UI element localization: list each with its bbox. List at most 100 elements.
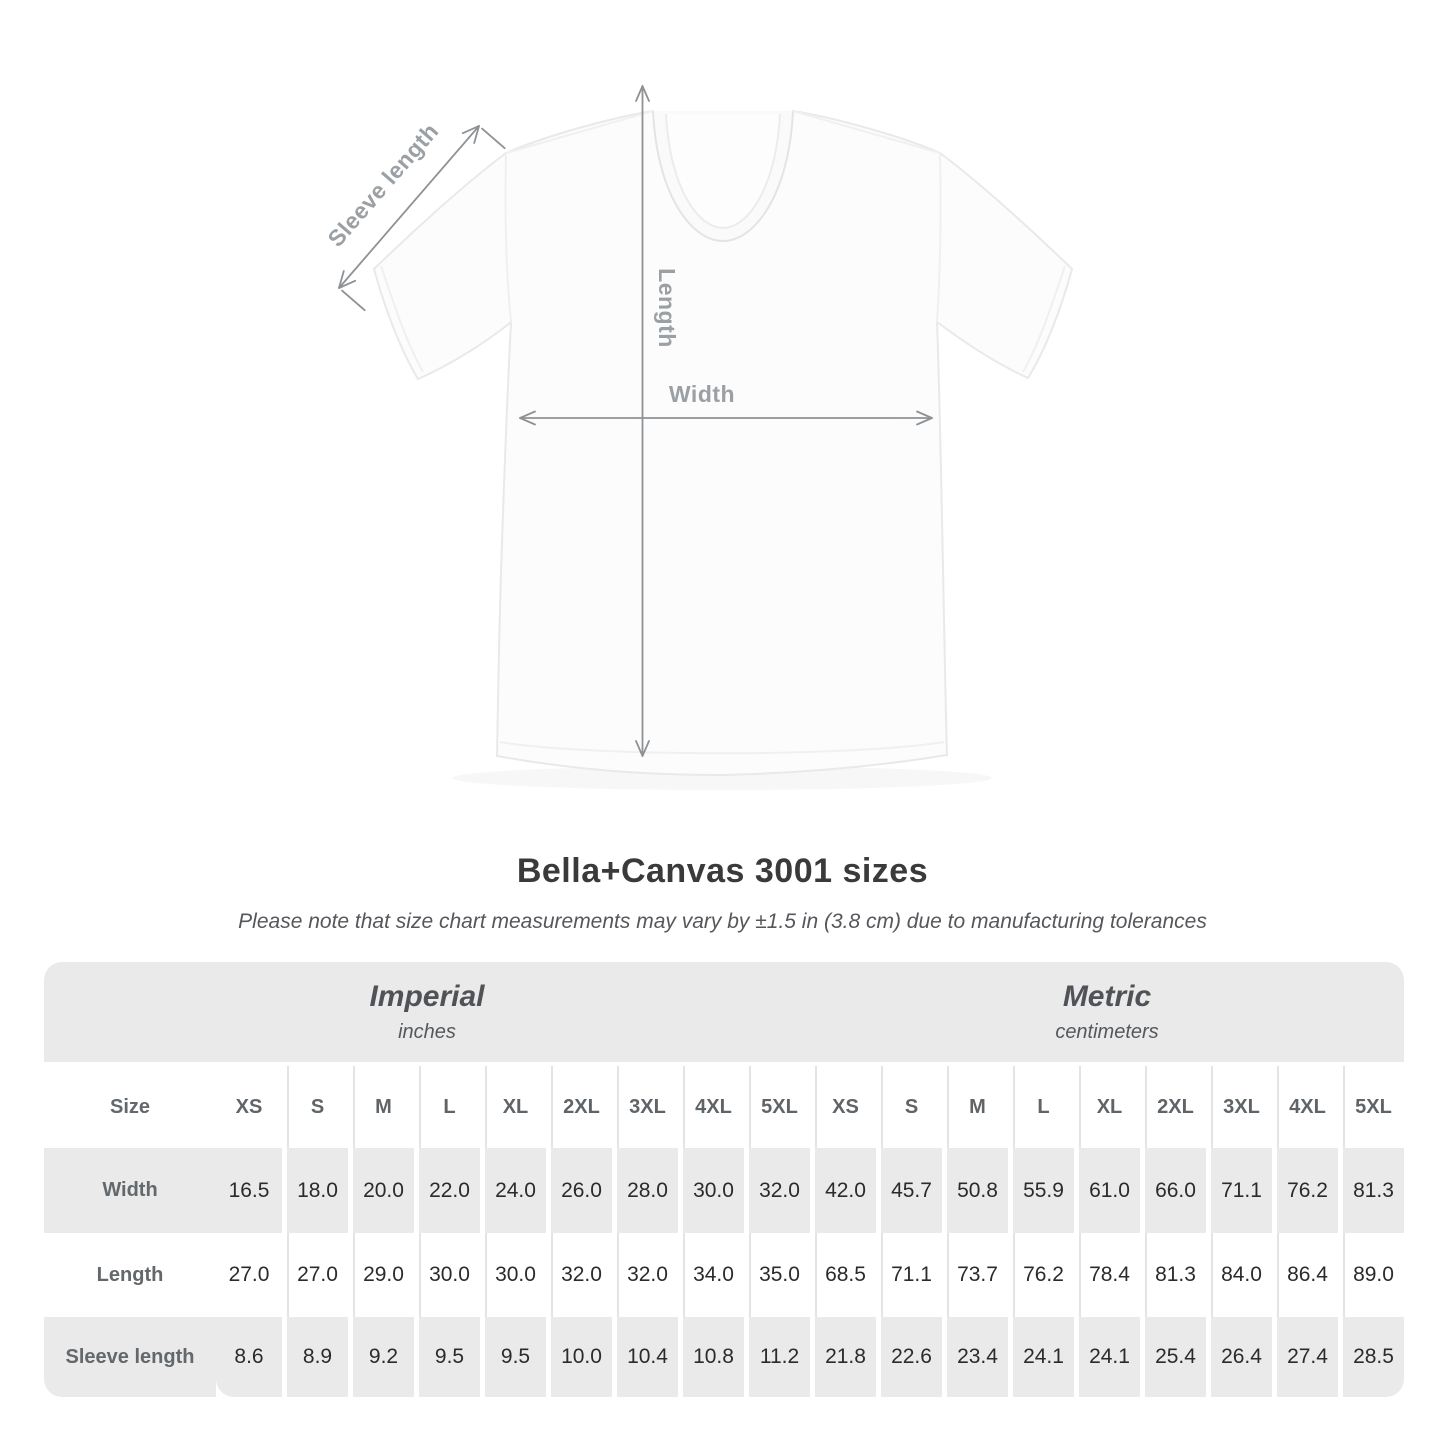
length-value-cell: 27.0 bbox=[216, 1233, 282, 1317]
right-cuff-fold bbox=[1022, 265, 1066, 373]
width-value-cell: 24.0 bbox=[480, 1148, 546, 1233]
width-value-cell: 81.3 bbox=[1338, 1148, 1404, 1233]
collar-band bbox=[665, 113, 781, 230]
size-column-header: M bbox=[942, 1066, 1008, 1148]
length-value-cell: 27.0 bbox=[282, 1233, 348, 1317]
width-value-cell: 42.0 bbox=[810, 1148, 876, 1233]
width-value-cell: 61.0 bbox=[1074, 1148, 1140, 1233]
sleeve-length-arrow bbox=[338, 125, 506, 312]
left-sleeve-seam bbox=[504, 154, 512, 323]
sleeve-length-value-cell: 10.0 bbox=[546, 1317, 612, 1397]
length-value-cell: 32.0 bbox=[546, 1233, 612, 1317]
sleeve-length-value-cell: 27.4 bbox=[1272, 1317, 1338, 1397]
imperial-unit: inches bbox=[398, 1021, 456, 1043]
sleeve-length-value-cell: 9.5 bbox=[414, 1317, 480, 1397]
left-shoulder-seam bbox=[505, 110, 654, 154]
width-value-cell: 16.5 bbox=[216, 1148, 282, 1233]
tolerance-note: Please note that size chart measurements… bbox=[238, 910, 1207, 933]
width-value-cell: 32.0 bbox=[744, 1148, 810, 1233]
right-sleeve-seam bbox=[936, 154, 942, 323]
length-label: Length bbox=[654, 268, 680, 348]
size-column-header: L bbox=[1008, 1066, 1074, 1148]
size-column-header: 5XL bbox=[1338, 1066, 1404, 1148]
size-column-header: 3XL bbox=[1206, 1066, 1272, 1148]
row-label-width: Width bbox=[44, 1148, 216, 1233]
imperial-group-header: Imperial inches bbox=[44, 962, 810, 1062]
length-value-cell: 68.5 bbox=[810, 1233, 876, 1317]
size-table: Imperial inches Metric centimeters Size … bbox=[44, 962, 1404, 1397]
sleeve-length-value-cell: 9.5 bbox=[480, 1317, 546, 1397]
length-value-cell: 30.0 bbox=[480, 1233, 546, 1317]
size-column-header: S bbox=[282, 1066, 348, 1148]
sleeve-length-value-cell: 24.1 bbox=[1074, 1317, 1140, 1397]
width-value-cell: 66.0 bbox=[1140, 1148, 1206, 1233]
length-value-cell: 29.0 bbox=[348, 1233, 414, 1317]
width-arrow bbox=[519, 410, 933, 426]
metric-unit: centimeters bbox=[1055, 1021, 1159, 1043]
sleeve-length-value-cell: 8.6 bbox=[216, 1317, 282, 1397]
size-header-row: Size XS S M L XL 2XL 3XL 4XL 5XL XS S M L XL 2XL 3XL 4XL… bbox=[44, 1066, 1404, 1148]
length-value-cell: 76.2 bbox=[1008, 1233, 1074, 1317]
size-corner-label: Size bbox=[44, 1066, 216, 1148]
size-column-header: XS bbox=[216, 1066, 282, 1148]
size-column-header: XL bbox=[1074, 1066, 1140, 1148]
page-title: Bella+Canvas 3001 sizes bbox=[516, 852, 929, 890]
tshirt-graphic bbox=[372, 109, 1074, 777]
row-label-length: Length bbox=[44, 1233, 216, 1317]
size-column-header: L bbox=[414, 1066, 480, 1148]
length-value-cell: 86.4 bbox=[1272, 1233, 1338, 1317]
length-value-cell: 71.1 bbox=[876, 1233, 942, 1317]
sleeve-length-value-cell: 23.4 bbox=[942, 1317, 1008, 1397]
sleeve-length-value-cell: 22.6 bbox=[876, 1317, 942, 1397]
metric-title: Metric bbox=[1062, 980, 1152, 1013]
sleeve-length-value-cell: 21.8 bbox=[810, 1317, 876, 1397]
size-column-header: 5XL bbox=[744, 1066, 810, 1148]
sleeve-length-value-cell: 28.5 bbox=[1338, 1317, 1404, 1397]
length-value-cell: 73.7 bbox=[942, 1233, 1008, 1317]
sleeve-length-value-cell: 8.9 bbox=[282, 1317, 348, 1397]
size-column-header: M bbox=[348, 1066, 414, 1148]
length-value-cell: 34.0 bbox=[678, 1233, 744, 1317]
hem-stitch-line bbox=[499, 741, 945, 755]
size-column-header: 4XL bbox=[1272, 1066, 1338, 1148]
width-value-cell: 45.7 bbox=[876, 1148, 942, 1233]
length-value-cell: 32.0 bbox=[612, 1233, 678, 1317]
width-label: Width bbox=[669, 381, 735, 407]
sleeve-length-value-cell: 24.1 bbox=[1008, 1317, 1074, 1397]
length-value-cell: 78.4 bbox=[1074, 1233, 1140, 1317]
width-value-cell: 71.1 bbox=[1206, 1148, 1272, 1233]
length-value-cell: 81.3 bbox=[1140, 1233, 1206, 1317]
width-value-cell: 18.0 bbox=[282, 1148, 348, 1233]
width-value-cell: 76.2 bbox=[1272, 1148, 1338, 1233]
width-value-cell: 55.9 bbox=[1008, 1148, 1074, 1233]
sleeve-length-value-cell: 10.8 bbox=[678, 1317, 744, 1397]
size-column-header: XL bbox=[480, 1066, 546, 1148]
sleeve-length-value-cell: 10.4 bbox=[612, 1317, 678, 1397]
length-value-cell: 30.0 bbox=[414, 1233, 480, 1317]
size-column-header: 4XL bbox=[678, 1066, 744, 1148]
row-label-sleeve-length: Sleeve length bbox=[44, 1317, 216, 1397]
size-column-header: 2XL bbox=[1140, 1066, 1206, 1148]
length-arrow bbox=[635, 85, 650, 757]
length-value-cell: 35.0 bbox=[744, 1233, 810, 1317]
sleeve-length-value-cell: 26.4 bbox=[1206, 1317, 1272, 1397]
tshirt-measurement-diagram: Sleeve length Length Width bbox=[322, 85, 1074, 790]
size-column-header: XS bbox=[810, 1066, 876, 1148]
width-value-cell: 30.0 bbox=[678, 1148, 744, 1233]
table-group-header: Imperial inches Metric centimeters bbox=[44, 962, 1404, 1062]
length-value-cell: 89.0 bbox=[1338, 1233, 1404, 1317]
left-cuff-fold bbox=[380, 265, 424, 373]
right-shoulder-seam bbox=[792, 110, 941, 154]
shirt-shadow bbox=[452, 766, 992, 790]
width-row: Width 16.5 18.0 20.0 22.0 24.0 26.0 28.0 30.0 32… bbox=[44, 1148, 1404, 1233]
width-value-cell: 50.8 bbox=[942, 1148, 1008, 1233]
width-value-cell: 26.0 bbox=[546, 1148, 612, 1233]
tshirt-figure-svg: Sleeve length Length Width bbox=[322, 85, 1074, 790]
sleeve-length-row: Sleeve length 8.6 8.9 9.2 9.5 9.5 10.0 10.4 10.… bbox=[44, 1317, 1404, 1397]
width-value-cell: 22.0 bbox=[414, 1148, 480, 1233]
size-column-header: 2XL bbox=[546, 1066, 612, 1148]
length-row: Length 27.0 27.0 29.0 30.0 30.0 32.0 32.0 34.0 3… bbox=[44, 1233, 1404, 1317]
width-value-cell: 20.0 bbox=[348, 1148, 414, 1233]
imperial-title: Imperial bbox=[369, 980, 485, 1013]
sleeve-length-value-cell: 11.2 bbox=[744, 1317, 810, 1397]
